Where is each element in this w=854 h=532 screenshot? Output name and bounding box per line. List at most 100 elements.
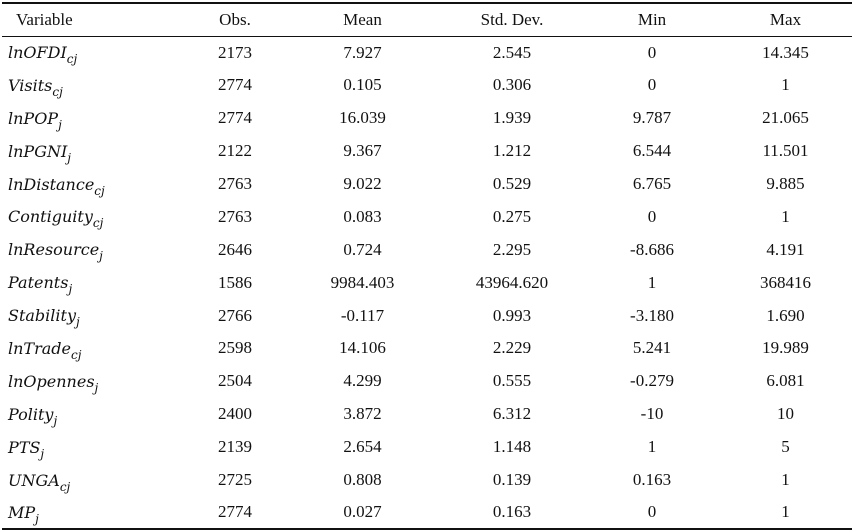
variable-cell: lnPOPj bbox=[2, 102, 184, 135]
max-cell: 368416 bbox=[760, 272, 811, 292]
header-mean: Mean bbox=[286, 2, 439, 37]
std-dev-cell: 2.295 bbox=[492, 239, 532, 259]
variable-subscript: j bbox=[68, 282, 73, 297]
std-dev-cell: 0.163 bbox=[439, 496, 585, 531]
std-dev-cell: 0.993 bbox=[492, 305, 532, 325]
variable-subscript: cj bbox=[92, 216, 104, 231]
min-cell: -10 bbox=[640, 404, 664, 424]
min-cell: 1 bbox=[647, 437, 657, 457]
max-cell: 1.690 bbox=[766, 305, 805, 325]
mean-cell: 9.367 bbox=[343, 141, 382, 161]
table-body: lnOFDIcj 2173 7.927 2.545 0 14.345 Visitscj 277… bbox=[2, 36, 852, 531]
max-cell: 11.501 bbox=[762, 141, 809, 161]
max-cell: 1 bbox=[781, 206, 790, 226]
obs-cell: 2598 bbox=[218, 338, 252, 358]
variable-cell: lnOpennesj bbox=[2, 365, 184, 398]
std-dev-cell: 1.212 bbox=[492, 141, 532, 161]
variable-name: lnPGNI bbox=[8, 141, 68, 161]
min-cell: 0 bbox=[647, 42, 657, 62]
mean-cell: 9.022 bbox=[343, 174, 382, 193]
variable-subscript: j bbox=[58, 117, 62, 132]
table-row: Polityj 2400 3.872 6.312 -10 10 bbox=[2, 398, 852, 431]
max-cell: 5 bbox=[781, 437, 790, 457]
table-header: Variable Obs. Mean Std. Dev. Min Max bbox=[2, 2, 852, 37]
std-dev-cell: 0.306 bbox=[492, 75, 532, 95]
min-cell: -3.180 bbox=[630, 305, 674, 325]
std-dev-cell: 0.555 bbox=[492, 371, 532, 391]
mean-cell: 9984.403 bbox=[330, 272, 395, 292]
header-variable: Variable bbox=[2, 2, 184, 37]
mean-cell: 2.654 bbox=[343, 437, 382, 457]
variable-name: Visits bbox=[8, 75, 53, 95]
variable-name: Patents bbox=[8, 273, 69, 293]
variable-name: PTS bbox=[8, 437, 41, 457]
std-dev-cell: 0.139 bbox=[492, 470, 532, 490]
table-row: lnPOPj 2774 16.039 1.939 9.787 21.065 bbox=[2, 102, 852, 135]
variable-cell: Stabilityj bbox=[2, 299, 184, 332]
table-row: MPj 2774 0.027 0.163 0 1 bbox=[2, 496, 852, 531]
min-cell: 0 bbox=[647, 206, 657, 226]
variable-name: UNGA bbox=[8, 470, 60, 490]
variable-subscript: j bbox=[35, 511, 39, 526]
min-cell: 9.787 bbox=[632, 108, 672, 128]
max-cell: 21.065 bbox=[762, 108, 809, 128]
max-cell: 6.081 bbox=[766, 371, 805, 391]
mean-cell: 14.106 bbox=[339, 338, 386, 358]
variable-subscript: j bbox=[53, 413, 58, 428]
mean-cell: 4.299 bbox=[343, 371, 382, 391]
mean-cell: 3.872 bbox=[343, 404, 382, 424]
min-cell: 1 bbox=[647, 272, 657, 292]
variable-name: lnDistance bbox=[8, 174, 95, 194]
variable-cell: lnTradecj bbox=[2, 332, 184, 365]
obs-cell: 2173 bbox=[218, 42, 252, 62]
obs-cell: 2725 bbox=[218, 470, 252, 490]
std-dev-cell: 0.275 bbox=[492, 206, 532, 226]
mean-cell: 16.039 bbox=[339, 108, 386, 128]
variable-subscript: cj bbox=[94, 183, 105, 198]
variable-subscript: cj bbox=[52, 84, 63, 99]
std-dev-cell: 6.312 bbox=[492, 404, 532, 424]
variable-cell: UNGAcj bbox=[2, 464, 184, 497]
variable-name: Contiguity bbox=[8, 207, 93, 227]
obs-cell: 2763 bbox=[218, 206, 252, 226]
variable-cell: lnDistancecj bbox=[2, 168, 184, 201]
obs-cell: 2774 bbox=[218, 108, 252, 128]
table-row: lnDistancecj 2763 9.022 0.529 6.765 9.885 bbox=[2, 168, 852, 201]
header-max: Max bbox=[719, 2, 852, 37]
table-row: lnTradecj 2598 14.106 2.229 5.241 19.989 bbox=[2, 332, 852, 365]
variable-name: lnOpennes bbox=[8, 371, 95, 391]
mean-cell: 0.105 bbox=[343, 75, 382, 95]
variable-name: lnTrade bbox=[8, 338, 71, 358]
variable-subscript: j bbox=[40, 446, 45, 461]
obs-cell: 1586 bbox=[218, 272, 252, 292]
variable-subscript: j bbox=[76, 315, 80, 330]
table-row: Contiguitycj 2763 0.083 0.275 0 1 bbox=[2, 200, 852, 233]
table-row: lnOFDIcj 2173 7.927 2.545 0 14.345 bbox=[2, 36, 852, 69]
table-row: Patentsj 1586 9984.403 43964.620 1 368416 bbox=[2, 266, 852, 299]
header-min: Min bbox=[585, 2, 719, 37]
variable-cell: Visitscj bbox=[2, 69, 184, 102]
max-cell: 10 bbox=[777, 404, 794, 424]
mean-cell: 0.083 bbox=[343, 206, 382, 226]
variable-subscript: j bbox=[67, 150, 72, 165]
table-row: UNGAcj 2725 0.808 0.139 0.163 1 bbox=[2, 464, 852, 497]
mean-cell: 7.927 bbox=[343, 42, 382, 62]
max-cell: 4.191 bbox=[766, 239, 805, 259]
std-dev-cell: 1.939 bbox=[492, 108, 532, 128]
max-cell: 1 bbox=[781, 470, 790, 490]
obs-cell: 2400 bbox=[218, 404, 252, 424]
min-cell: 6.765 bbox=[632, 174, 672, 193]
mean-cell: 0.724 bbox=[343, 239, 382, 259]
std-dev-cell: 2.229 bbox=[492, 338, 532, 358]
obs-cell: 2122 bbox=[218, 141, 252, 161]
obs-cell: 2763 bbox=[218, 174, 252, 193]
max-cell: 19.989 bbox=[762, 338, 809, 358]
obs-cell: 2774 bbox=[184, 496, 286, 531]
variable-cell: lnOFDIcj bbox=[2, 36, 184, 69]
min-cell: 0 bbox=[647, 75, 657, 95]
variable-cell: MPj bbox=[2, 496, 184, 531]
variable-name: MP bbox=[8, 502, 36, 522]
variable-subscript: cj bbox=[66, 52, 78, 67]
